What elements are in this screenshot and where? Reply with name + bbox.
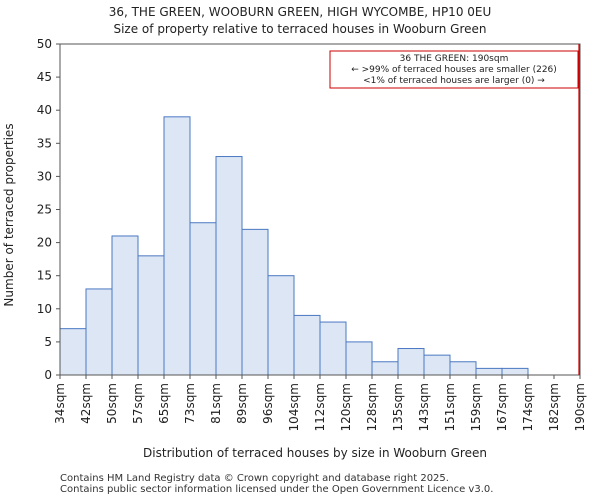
bar bbox=[189, 222, 217, 376]
y-tick-label: 15 bbox=[37, 269, 52, 283]
bar bbox=[59, 328, 87, 376]
y-tick-label: 10 bbox=[37, 302, 52, 316]
annotation-frame bbox=[329, 50, 579, 89]
bar bbox=[85, 288, 113, 376]
y-tick-label: 40 bbox=[37, 103, 52, 117]
y-tick-label: 50 bbox=[37, 37, 52, 51]
x-tick-label: 42sqm bbox=[79, 383, 93, 424]
x-tick-label: 73sqm bbox=[183, 383, 197, 424]
bar bbox=[423, 354, 451, 376]
annotation-line-2: ← >99% of terraced houses are smaller (2… bbox=[351, 65, 557, 75]
x-tick-label: 81sqm bbox=[209, 383, 223, 424]
footer-line-1: Contains HM Land Registry data © Crown c… bbox=[60, 473, 449, 484]
x-tick-label: 135sqm bbox=[391, 383, 405, 431]
x-tick-label: 151sqm bbox=[443, 383, 457, 431]
x-tick-label: 143sqm bbox=[417, 383, 431, 431]
annotation-line-1: 36 THE GREEN: 190sqm bbox=[400, 54, 509, 64]
bar bbox=[241, 228, 269, 376]
x-tick-label: 34sqm bbox=[53, 383, 67, 424]
bar bbox=[215, 156, 243, 376]
chart-subtitle: Size of property relative to terraced ho… bbox=[113, 22, 486, 36]
bar bbox=[371, 361, 399, 376]
y-tick-label: 25 bbox=[37, 203, 52, 217]
bar bbox=[397, 348, 425, 376]
bar bbox=[293, 314, 321, 376]
y-axis-label: Number of terraced properties bbox=[2, 123, 16, 306]
bar-series bbox=[59, 116, 529, 376]
x-tick-label: 128sqm bbox=[365, 383, 379, 431]
annotation-box: 36 THE GREEN: 190sqm ← >99% of terraced … bbox=[329, 50, 579, 89]
x-tick-label: 96sqm bbox=[261, 383, 275, 424]
y-tick-label: 30 bbox=[37, 169, 52, 183]
bar bbox=[137, 255, 165, 376]
bar bbox=[111, 235, 139, 376]
x-tick-label: 57sqm bbox=[131, 383, 145, 424]
bar bbox=[475, 367, 503, 376]
annotation-line-3: <1% of terraced houses are larger (0) → bbox=[363, 76, 545, 86]
x-tick-label: 104sqm bbox=[287, 383, 301, 431]
x-tick-label: 89sqm bbox=[235, 383, 249, 424]
bar bbox=[501, 367, 529, 376]
x-tick-label: 120sqm bbox=[339, 383, 353, 431]
x-tick-label: 50sqm bbox=[105, 383, 119, 424]
bar bbox=[267, 275, 295, 376]
x-tick-label: 190sqm bbox=[573, 383, 587, 431]
y-tick-label: 45 bbox=[37, 70, 52, 84]
x-tick-label: 112sqm bbox=[313, 383, 327, 431]
bar bbox=[319, 321, 347, 376]
x-tick-label: 182sqm bbox=[547, 383, 561, 431]
footer-line-2: Contains public sector information licen… bbox=[60, 484, 494, 495]
y-tick-label: 20 bbox=[37, 236, 52, 250]
y-tick-label: 35 bbox=[37, 136, 52, 150]
x-axis: 34sqm 42sqm 50sqm 57sqm 65sqm 73sqm 81sqm 89sqm… bbox=[53, 375, 587, 431]
y-axis: 0 5 10 15 20 25 30 35 40 45 50 bbox=[37, 37, 60, 382]
x-tick-label: 159sqm bbox=[469, 383, 483, 431]
y-tick-label: 5 bbox=[44, 335, 52, 349]
bar bbox=[163, 116, 191, 376]
x-tick-label: 167sqm bbox=[495, 383, 509, 431]
bar bbox=[345, 341, 373, 376]
chart-title: 36, THE GREEN, WOOBURN GREEN, HIGH WYCOM… bbox=[109, 5, 492, 19]
x-axis-label: Distribution of terraced houses by size … bbox=[143, 446, 487, 460]
plot-frame bbox=[59, 43, 581, 376]
y-tick-label: 0 bbox=[44, 368, 52, 382]
x-tick-label: 174sqm bbox=[521, 383, 535, 431]
x-tick-label: 65sqm bbox=[157, 383, 171, 424]
bar bbox=[449, 361, 477, 376]
